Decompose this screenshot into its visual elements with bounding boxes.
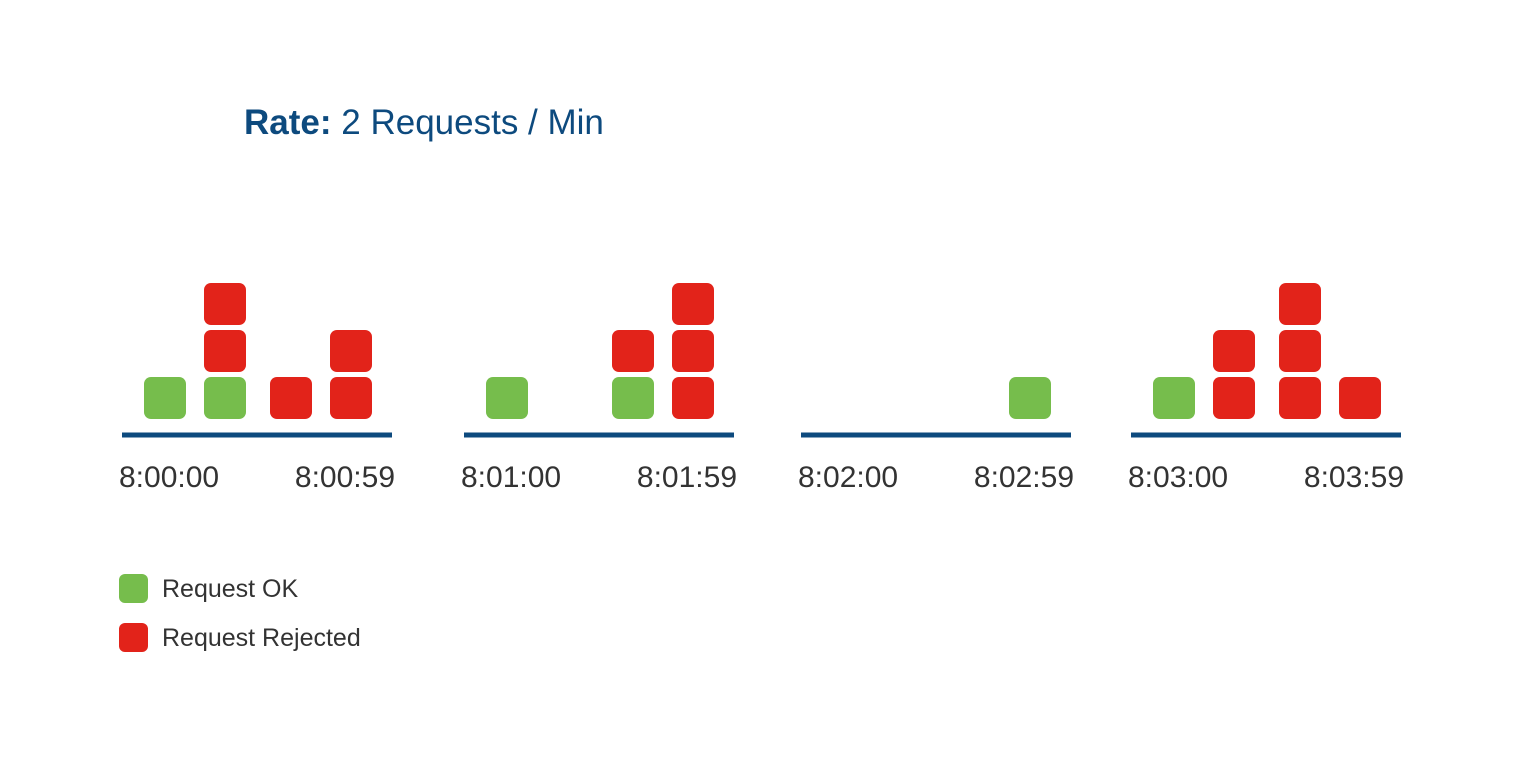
request-rejected-block [1279, 330, 1321, 372]
request-rejected-block [672, 330, 714, 372]
time-window: 8:01:00 8:01:59 [461, 283, 737, 494]
time-window: 8:00:00 8:00:59 [119, 283, 395, 494]
window-end-label: 8:03:59 [1304, 461, 1404, 494]
request-rejected-block [204, 330, 246, 372]
request-ok-block [1009, 377, 1051, 419]
window-end-label: 8:01:59 [637, 461, 737, 494]
window-start-label: 8:02:00 [798, 461, 898, 494]
window-start-label: 8:01:00 [461, 461, 561, 494]
window-start-label: 8:00:00 [119, 461, 219, 494]
request-ok-block [612, 377, 654, 419]
time-window: 8:03:00 8:03:59 [1128, 283, 1404, 494]
rate-title-key: Rate: [244, 103, 332, 142]
request-rejected-block [204, 283, 246, 325]
legend-label-rejected: Request Rejected [162, 624, 361, 652]
request-rejected-block [672, 283, 714, 325]
request-rejected-block [1279, 377, 1321, 419]
legend-label-ok: Request OK [162, 575, 299, 603]
request-rejected-block [1279, 283, 1321, 325]
window-end-label: 8:02:59 [974, 461, 1074, 494]
rate-title-value: 2 Requests / Min [341, 103, 604, 142]
request-rejected-block [270, 377, 312, 419]
rate-title: Rate: 2 Requests / Min [244, 101, 604, 145]
window-start-label: 8:03:00 [1128, 461, 1228, 494]
request-ok-block [1153, 377, 1195, 419]
request-rejected-block [330, 377, 372, 419]
request-ok-block [144, 377, 186, 419]
time-window: 8:02:00 8:02:59 [798, 377, 1074, 494]
request-ok-block [486, 377, 528, 419]
request-rejected-block [1213, 377, 1255, 419]
request-rejected-block [612, 330, 654, 372]
request-rejected-block [672, 377, 714, 419]
legend-swatch-rejected [119, 623, 148, 652]
window-end-label: 8:00:59 [295, 461, 395, 494]
request-ok-block [204, 377, 246, 419]
legend-swatch-ok [119, 574, 148, 603]
request-rejected-block [1339, 377, 1381, 419]
request-rejected-block [1213, 330, 1255, 372]
request-rejected-block [330, 330, 372, 372]
